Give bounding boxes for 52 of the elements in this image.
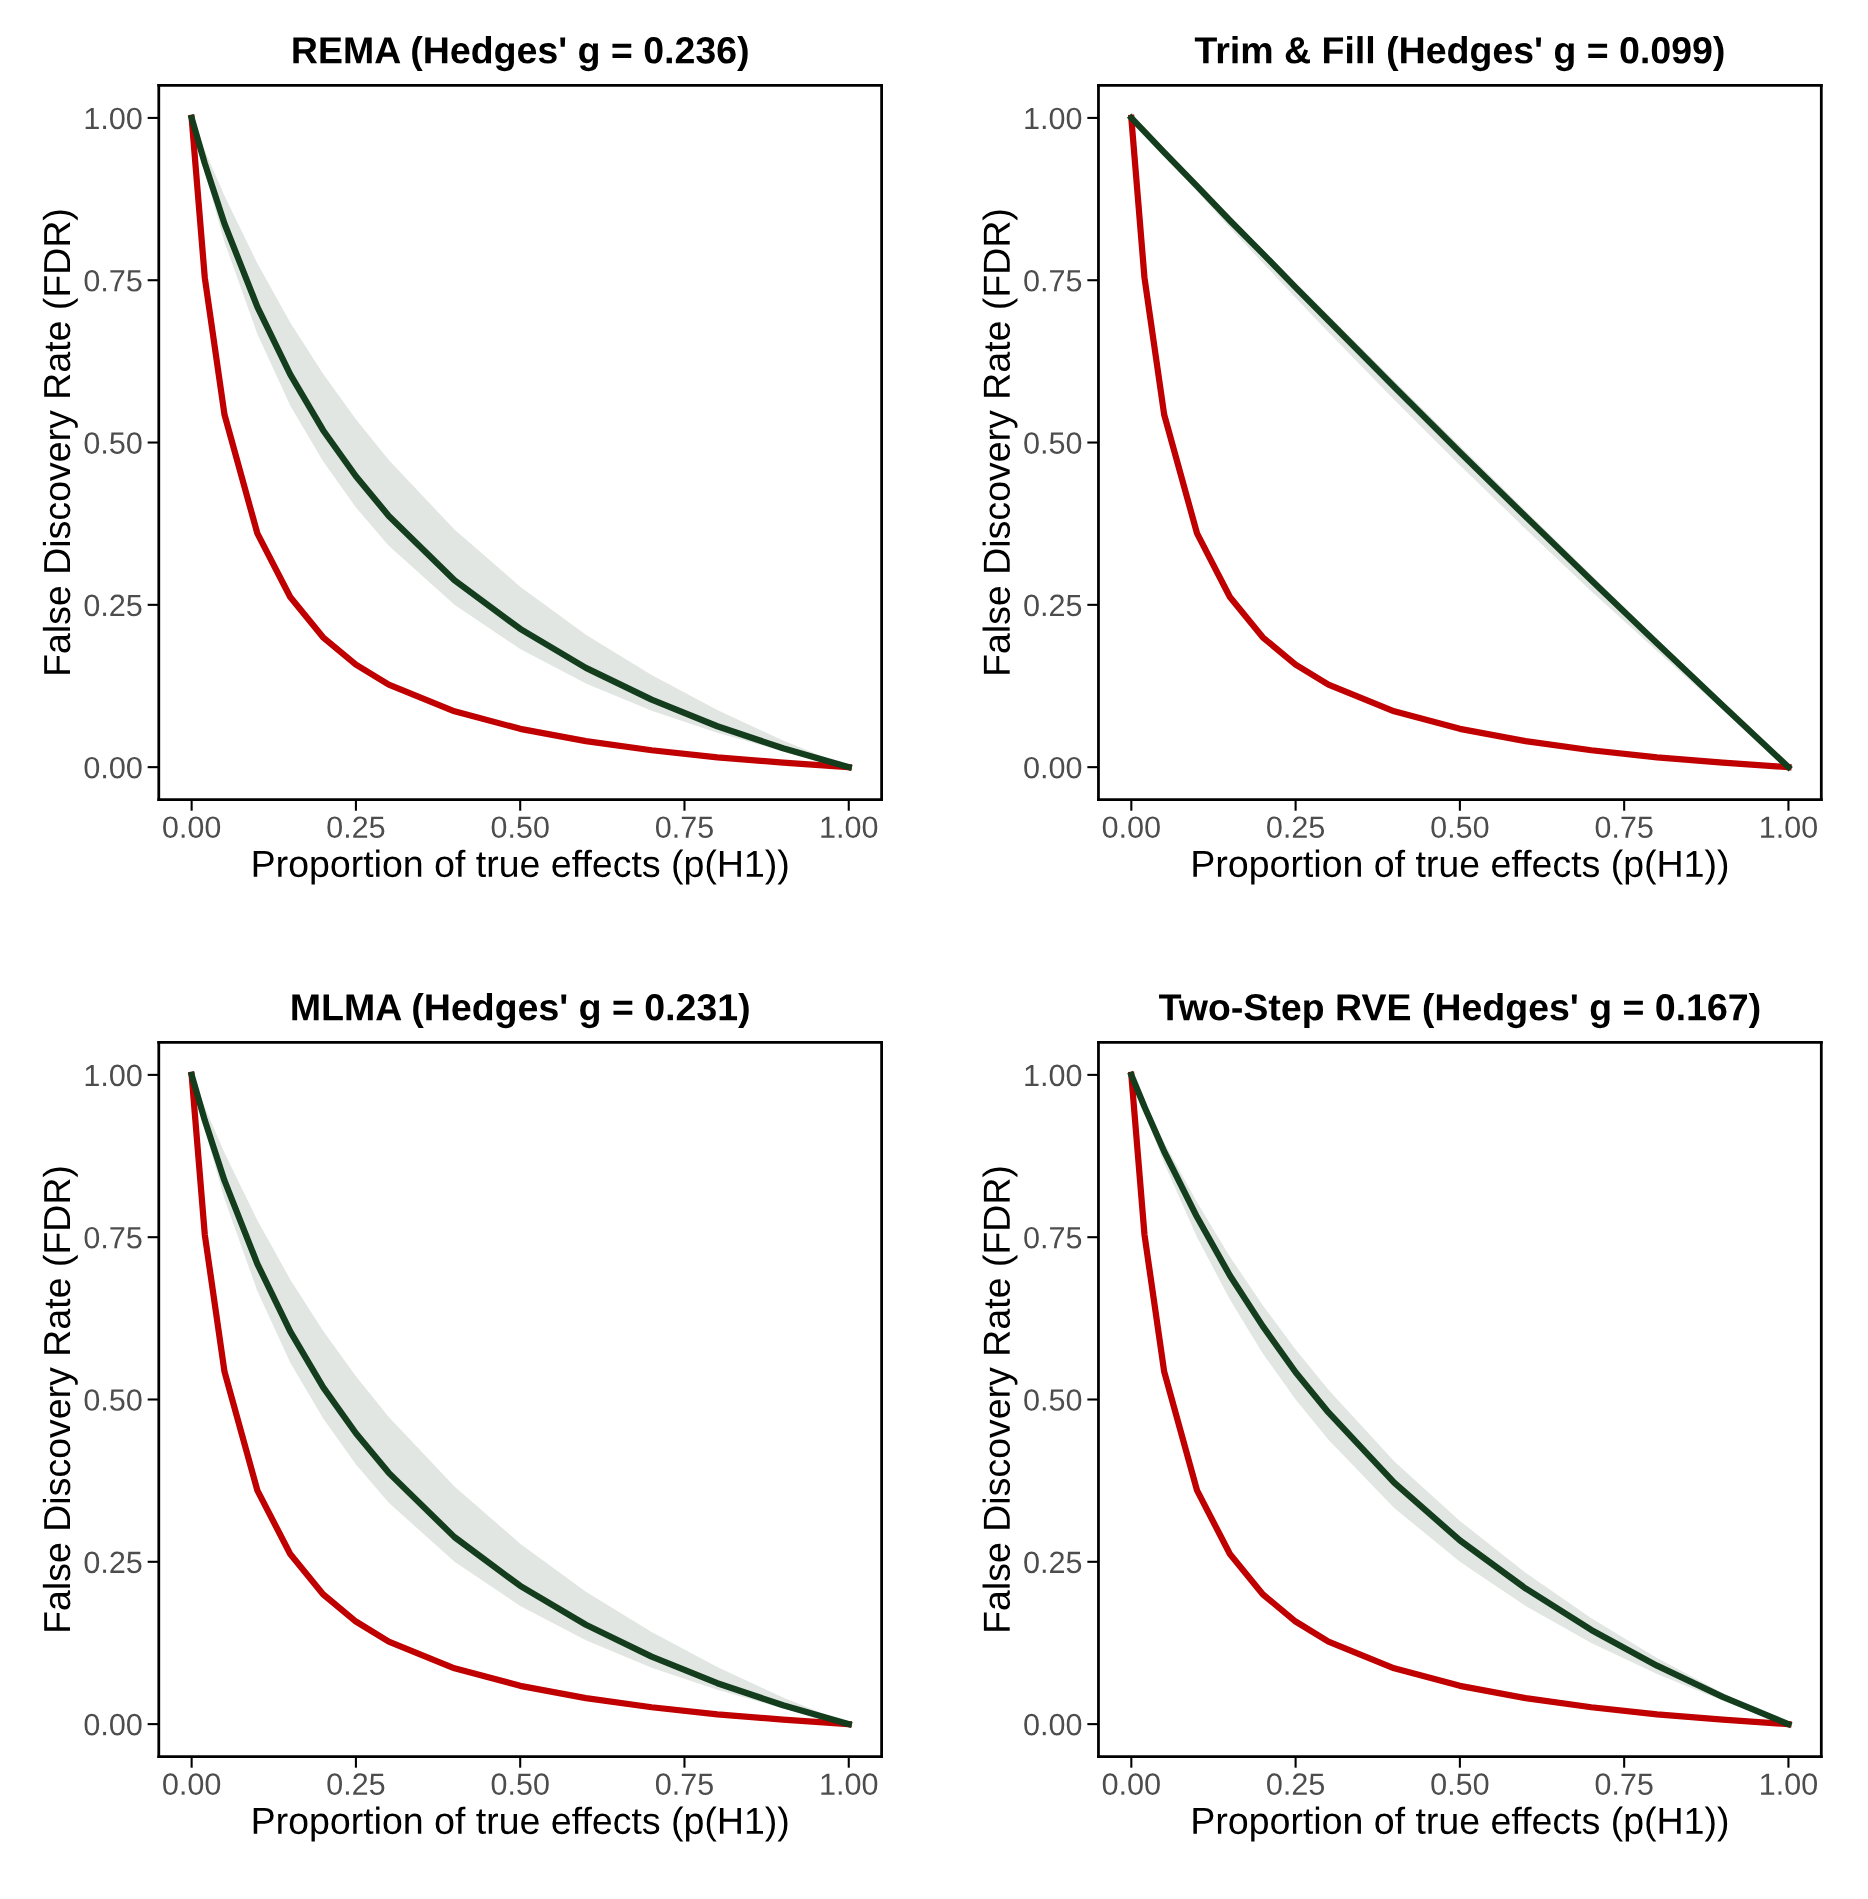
x-tick-label: 0.50 xyxy=(491,816,549,839)
y-tick-label: 0.50 xyxy=(1024,432,1082,454)
y-tick-label: 0.50 xyxy=(84,432,142,454)
x-axis-title: Proportion of true effects (p(H1)) xyxy=(253,1806,788,1842)
x-tick-label: 1.00 xyxy=(1761,1773,1817,1795)
y-tick-label: 0.75 xyxy=(84,1226,142,1249)
y-tick-label: 0.25 xyxy=(1024,594,1082,617)
y-tick-label: 0.00 xyxy=(84,1713,142,1736)
y-tick-label: 0.75 xyxy=(1024,269,1082,292)
x-tick-label: 0.50 xyxy=(1431,816,1489,839)
y-tick-label: 1.00 xyxy=(1025,107,1082,130)
y-tick-label: 1.00 xyxy=(85,107,142,130)
chart-title: Trim & Fill (Hedges' g = 0.099) xyxy=(1194,36,1724,72)
x-axis-title: Proportion of true effects (p(H1)) xyxy=(253,849,788,885)
x-tick-label: 0.25 xyxy=(1267,816,1325,839)
x-tick-label: 1.00 xyxy=(1761,816,1817,839)
x-axis-title: Proportion of true effects (p(H1)) xyxy=(1193,1806,1728,1842)
y-tick-label: 0.50 xyxy=(84,1389,142,1411)
y-tick-label: 0.75 xyxy=(84,269,142,292)
x-tick-label: 0.75 xyxy=(655,816,713,839)
x-tick-label: 0.25 xyxy=(1267,1773,1325,1795)
x-tick-label: 0.00 xyxy=(163,816,221,839)
chart-title: REMA (Hedges' g = 0.236) xyxy=(293,36,748,72)
y-tick-label: 0.25 xyxy=(84,1551,142,1574)
x-tick-label: 0.50 xyxy=(1431,1773,1489,1795)
chart-title: Two-Step RVE (Hedges' g = 0.167) xyxy=(1159,993,1760,1029)
y-tick-label: 0.00 xyxy=(1024,1713,1082,1736)
y-tick-label: 0.00 xyxy=(1024,756,1082,779)
y-axis-title: False Discovery Rate (FDR) xyxy=(42,1167,78,1631)
chart-title: MLMA (Hedges' g = 0.231) xyxy=(292,993,749,1029)
x-tick-label: 1.00 xyxy=(821,816,878,839)
x-tick-label: 0.25 xyxy=(327,816,385,839)
y-tick-label: 1.00 xyxy=(1025,1064,1082,1087)
y-tick-label: 0.25 xyxy=(84,594,142,617)
y-tick-label: 0.25 xyxy=(1024,1551,1082,1574)
x-tick-label: 0.00 xyxy=(163,1773,221,1795)
y-axis-title: False Discovery Rate (FDR) xyxy=(42,210,78,674)
y-tick-label: 0.75 xyxy=(1024,1226,1082,1249)
y-axis-title: False Discovery Rate (FDR) xyxy=(982,210,1018,674)
x-tick-label: 0.50 xyxy=(491,1773,549,1795)
y-tick-label: 0.00 xyxy=(84,756,142,779)
x-tick-label: 0.75 xyxy=(655,1773,713,1795)
x-tick-label: 0.75 xyxy=(1595,1773,1653,1795)
x-tick-label: 1.00 xyxy=(821,1773,878,1795)
y-tick-label: 0.50 xyxy=(1024,1389,1082,1411)
x-tick-label: 0.25 xyxy=(327,1773,385,1795)
x-axis-title: Proportion of true effects (p(H1)) xyxy=(1193,849,1728,885)
y-tick-label: 1.00 xyxy=(85,1064,142,1087)
x-tick-label: 0.75 xyxy=(1595,816,1653,839)
x-tick-label: 0.00 xyxy=(1102,1773,1160,1795)
x-tick-label: 0.00 xyxy=(1102,816,1160,839)
y-axis-title: False Discovery Rate (FDR) xyxy=(982,1167,1018,1631)
